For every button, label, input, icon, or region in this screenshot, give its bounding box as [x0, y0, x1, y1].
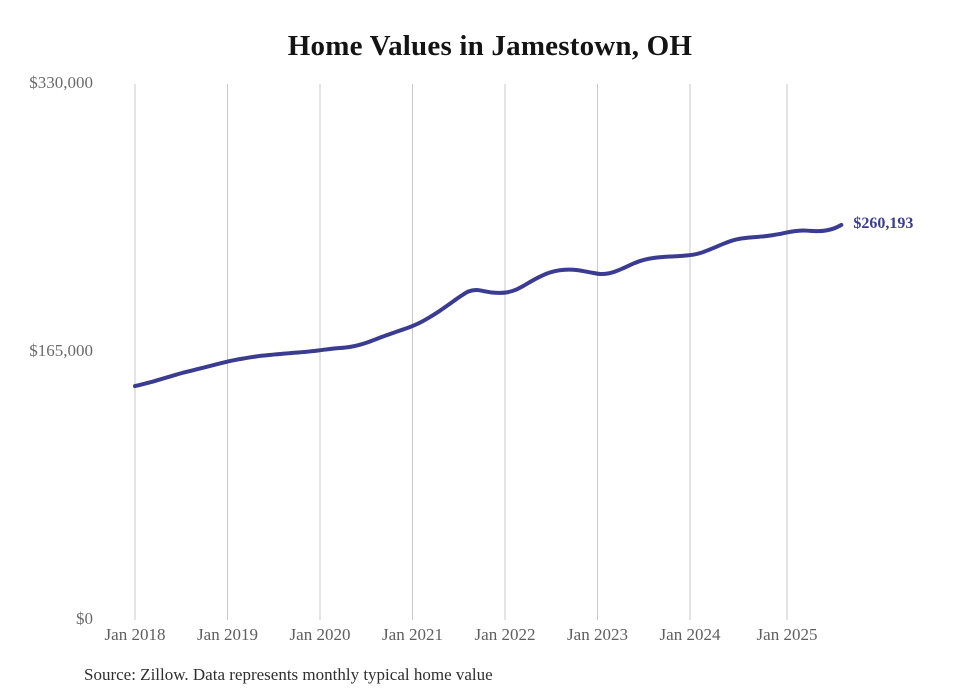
x-axis-tick-label: Jan 2020 — [289, 625, 351, 644]
end-value-annotation: $260,193 — [853, 214, 914, 232]
source-note: Source: Zillow. Data represents monthly … — [84, 665, 493, 684]
x-axis-tick-label: Jan 2018 — [104, 625, 166, 644]
x-axis-tick-label: Jan 2019 — [197, 625, 258, 644]
x-axis-tick-label: Jan 2024 — [659, 625, 721, 644]
gridlines-group — [134, 84, 788, 620]
y-axis-tick-label: $165,000 — [29, 341, 93, 360]
y-axis-tick-label: $330,000 — [29, 73, 93, 92]
page-title: Home Values in Jamestown, OH — [287, 30, 693, 62]
x-axis-tick-label: Jan 2025 — [756, 625, 818, 644]
x-axis-tick-label: Jan 2022 — [474, 625, 536, 644]
series-group — [133, 222, 844, 389]
y-axis-tick-label: $0 — [76, 609, 93, 628]
series-line-typical-home-value — [133, 222, 844, 389]
x-axis-tick-label: Jan 2023 — [567, 625, 628, 644]
x-axis-tick-label: Jan 2021 — [382, 625, 443, 644]
